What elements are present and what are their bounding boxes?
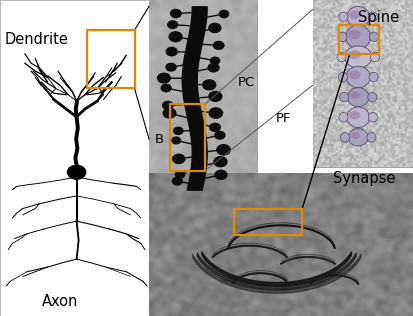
Ellipse shape (339, 133, 349, 142)
Ellipse shape (368, 32, 377, 42)
Ellipse shape (339, 92, 348, 102)
Circle shape (167, 21, 177, 28)
Circle shape (214, 131, 224, 139)
Circle shape (169, 32, 182, 42)
Circle shape (173, 127, 183, 134)
Circle shape (209, 108, 222, 118)
Circle shape (208, 64, 218, 72)
Bar (339, 25, 378, 54)
Circle shape (208, 23, 220, 33)
Text: PC: PC (237, 76, 255, 89)
Circle shape (209, 91, 221, 101)
Circle shape (67, 165, 85, 179)
Circle shape (170, 9, 180, 17)
Ellipse shape (349, 132, 359, 139)
Bar (87, 30, 134, 88)
Ellipse shape (370, 52, 379, 62)
Ellipse shape (345, 66, 369, 88)
Ellipse shape (338, 12, 347, 21)
Circle shape (213, 41, 223, 49)
Ellipse shape (347, 129, 367, 146)
Ellipse shape (346, 7, 369, 27)
Text: Dendrite: Dendrite (4, 32, 68, 47)
Circle shape (172, 177, 182, 185)
Bar (149, 174, 413, 316)
Ellipse shape (336, 52, 345, 62)
Ellipse shape (346, 107, 369, 127)
Ellipse shape (348, 70, 360, 79)
Circle shape (219, 10, 228, 18)
Circle shape (209, 123, 220, 131)
Text: Spine: Spine (357, 10, 398, 25)
Ellipse shape (337, 32, 346, 42)
Circle shape (202, 80, 215, 90)
Circle shape (172, 154, 185, 163)
Circle shape (161, 84, 171, 92)
Circle shape (171, 137, 180, 144)
Circle shape (157, 73, 170, 83)
Ellipse shape (368, 112, 377, 122)
Circle shape (175, 171, 184, 178)
Bar (149, 0, 256, 196)
Ellipse shape (366, 133, 375, 142)
Text: PF: PF (275, 112, 290, 125)
Ellipse shape (347, 88, 368, 106)
Ellipse shape (344, 46, 371, 68)
Circle shape (166, 64, 176, 71)
Circle shape (214, 157, 226, 167)
Bar (233, 209, 301, 235)
Ellipse shape (347, 50, 360, 59)
Bar (0, 0, 159, 316)
Circle shape (216, 145, 230, 155)
Ellipse shape (349, 91, 359, 99)
Circle shape (166, 47, 177, 56)
Ellipse shape (348, 11, 360, 19)
Text: B: B (155, 132, 164, 146)
Bar (312, 0, 413, 167)
Circle shape (163, 108, 176, 118)
Ellipse shape (338, 112, 347, 122)
Ellipse shape (347, 30, 360, 39)
Ellipse shape (368, 12, 377, 21)
Ellipse shape (345, 25, 370, 49)
Ellipse shape (337, 72, 347, 82)
Circle shape (210, 57, 219, 64)
Bar (169, 104, 204, 171)
Ellipse shape (367, 92, 376, 102)
Ellipse shape (368, 72, 377, 82)
Ellipse shape (348, 111, 360, 119)
Circle shape (162, 101, 173, 109)
Text: Synapse: Synapse (332, 171, 395, 186)
Text: Axon: Axon (41, 294, 78, 309)
Circle shape (215, 170, 226, 179)
Circle shape (70, 167, 83, 177)
